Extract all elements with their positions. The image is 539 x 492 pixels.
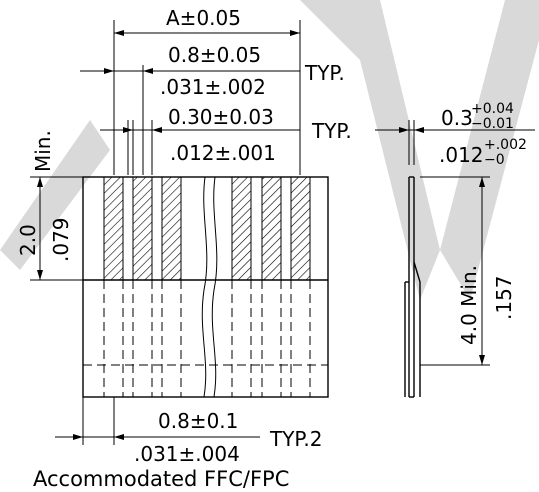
contact-4	[231, 176, 252, 281]
bottom-pitch-mm: 0.8±0.1	[158, 409, 238, 433]
contact-6	[290, 176, 311, 281]
min-exposed-mm: 2.0	[16, 224, 40, 256]
pitch-in: .031±.002	[160, 75, 266, 99]
contact-in: .012±.001	[170, 141, 276, 165]
a-width-label: A±0.05	[166, 6, 241, 30]
thick-in-base: .012	[439, 143, 484, 167]
caption: Accommodated FFC/FPC	[33, 467, 289, 491]
stiff-len: 4.0 Min.	[457, 265, 481, 345]
thick-base: 0.3	[441, 106, 473, 130]
min-exposed-in: .079	[49, 217, 73, 262]
contact-5	[261, 176, 282, 281]
dim-min-exposed	[30, 176, 83, 281]
dim-a	[113, 20, 301, 175]
dim-pitch	[80, 65, 300, 175]
thick-tol-upper: +0.04	[471, 101, 514, 117]
dim-contact	[100, 120, 300, 175]
bottom-pitch-in: .031±.004	[134, 442, 240, 466]
contact-mm: 0.30±0.03	[168, 105, 274, 129]
ffc-body	[82, 176, 329, 398]
stiff-in: .157	[492, 275, 516, 320]
side-view	[375, 120, 535, 398]
contact-3	[161, 176, 182, 281]
thick-in-lower: −0	[484, 152, 505, 168]
contact-2	[132, 176, 153, 281]
thick-in-upper: +.002	[484, 137, 527, 153]
dim-bottom-pitch	[55, 397, 260, 445]
pitch-typ: TYP.	[304, 61, 345, 85]
min-label: Min.	[31, 130, 55, 172]
thick-tol-lower: −0.01	[471, 116, 514, 132]
contact-1	[103, 176, 124, 281]
pitch-mm: 0.8±0.05	[168, 43, 261, 67]
contact-typ: TYP.	[311, 119, 352, 143]
bottom-typ2: TYP.2	[269, 427, 322, 451]
watermark	[0, 0, 539, 300]
